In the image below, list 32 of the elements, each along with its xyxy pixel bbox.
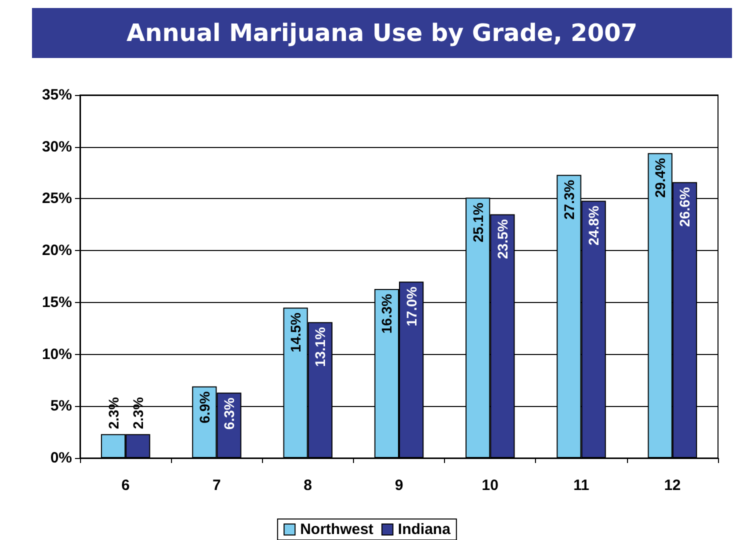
chart-title: Annual Marijuana Use by Grade, 2007 — [32, 8, 732, 58]
data-label: 29.4% — [652, 158, 668, 198]
x-tick-label: 12 — [664, 477, 681, 494]
y-tick-label: 15% — [42, 294, 72, 311]
y-tick-label: 25% — [42, 190, 72, 208]
data-label: 24.8% — [586, 205, 602, 246]
y-tick-label: 35% — [42, 86, 72, 104]
x-tick-label: 8 — [304, 477, 312, 494]
data-label: 16.3% — [378, 293, 395, 334]
x-tick-label: 10 — [482, 477, 498, 494]
legend-label: Indiana — [398, 521, 452, 538]
data-label: 17.0% — [403, 286, 420, 326]
x-tick-label: 11 — [573, 477, 590, 494]
data-label: 25.1% — [470, 202, 486, 242]
x-tick-label: 7 — [212, 477, 221, 494]
data-label: 2.3% — [105, 396, 122, 430]
x-tick-label: 9 — [394, 477, 404, 494]
y-tick-label: 30% — [42, 138, 72, 156]
data-label: 23.5% — [494, 218, 510, 259]
data-label: 27.3% — [560, 179, 577, 220]
data-label: 6.9% — [196, 390, 212, 424]
y-tick-label: 0% — [50, 450, 72, 466]
y-tick-label: 5% — [50, 398, 72, 415]
y-tick-label: 20% — [42, 242, 72, 260]
data-label: 6.3% — [221, 397, 238, 430]
data-label: 26.6% — [676, 186, 693, 227]
data-label: 2.3% — [130, 396, 146, 430]
legend-label: Northwest — [300, 521, 374, 538]
y-tick-label: 10% — [42, 346, 72, 363]
data-label: 14.5% — [288, 312, 304, 352]
data-label: 13.1% — [312, 326, 328, 367]
x-tick-label: 6 — [121, 477, 130, 494]
